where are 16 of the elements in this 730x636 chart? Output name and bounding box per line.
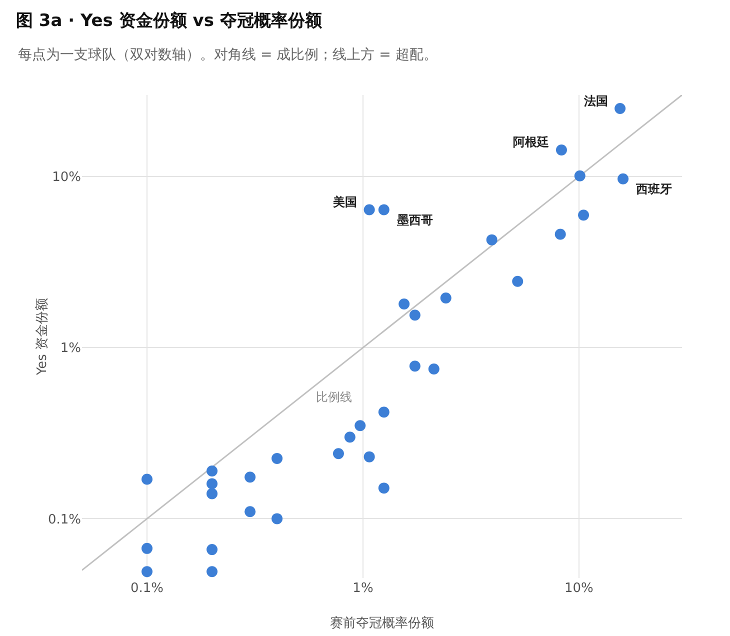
y-tick-label: 10%	[52, 170, 81, 186]
chart-subtitle: 每点为一支球队（双对数轴）。对角线 = 成比例；线上方 = 超配。	[18, 47, 438, 63]
annotation: 西班牙	[635, 182, 672, 196]
x-tick-label: 0.1%	[130, 581, 164, 596]
y-tick-label: 1%	[60, 341, 81, 356]
chart-title: 图 3a · Yes 资金份额 vs 夺冠概率份额	[16, 10, 323, 31]
annotation: 墨西哥	[396, 213, 433, 227]
annotation: 美国	[332, 195, 357, 209]
annotation: 阿根廷	[513, 135, 549, 149]
y-tick-label: 0.1%	[48, 512, 81, 528]
annotation: 法国	[583, 94, 608, 108]
y-axis-title: Yes 资金份额	[35, 298, 50, 376]
x-tick-label: 10%	[564, 581, 594, 596]
annotation: 比例线	[316, 390, 352, 404]
x-axis-title: 赛前夺冠概率份额	[330, 615, 434, 631]
x-tick-label: 1%	[352, 581, 374, 596]
